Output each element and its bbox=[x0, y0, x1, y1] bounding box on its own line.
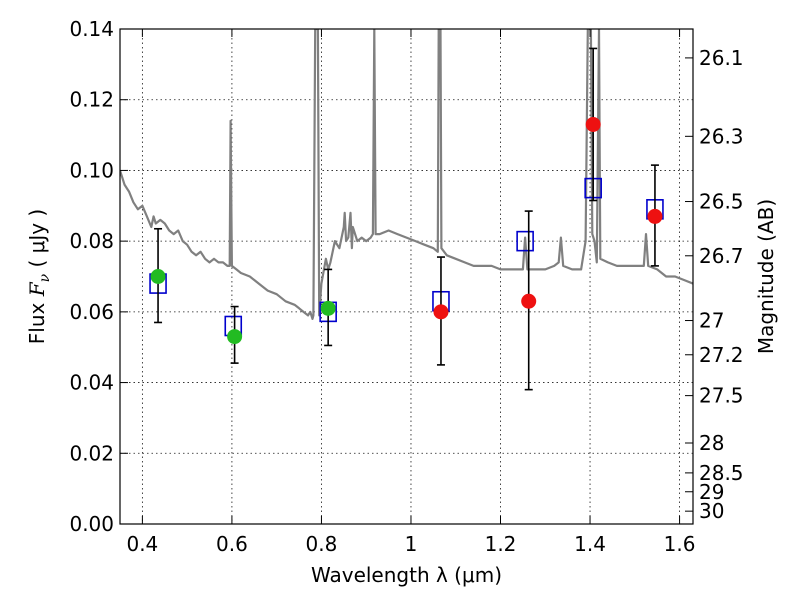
y2-tick-label: 30 bbox=[699, 499, 724, 523]
observed-point bbox=[433, 304, 449, 320]
model-photometry-square bbox=[516, 230, 534, 252]
y2-tick-label: 29 bbox=[699, 480, 724, 504]
y2-tick-label: 27.5 bbox=[699, 384, 744, 408]
tick-layer: 0.4 0.6 0.8 1 1.2 1.4 1.6 0.00 0.02 0.04 0.06 0.08 0… bbox=[69, 17, 743, 556]
y-tick-label: 0.04 bbox=[69, 371, 114, 395]
y-tick-label: 0.06 bbox=[69, 300, 114, 324]
observed-point bbox=[227, 329, 243, 345]
y2-tick-label: 26.3 bbox=[699, 124, 744, 148]
grid-layer bbox=[120, 29, 693, 524]
y-tick-label: 0.12 bbox=[69, 88, 114, 112]
x-tick-label: 0.6 bbox=[216, 532, 248, 556]
y2-tick-label: 26.5 bbox=[699, 190, 744, 214]
observed-point bbox=[585, 116, 601, 132]
observed-point bbox=[647, 208, 663, 224]
x-tick-label: 1 bbox=[405, 532, 418, 556]
y-tick-label: 0.14 bbox=[69, 17, 114, 41]
x-tick-label: 1.2 bbox=[485, 532, 517, 556]
x-tick-label: 1.6 bbox=[664, 532, 696, 556]
x-axis-label: Wavelength λ (μm) bbox=[311, 563, 502, 587]
y2-tick-label: 26.1 bbox=[699, 46, 744, 70]
y2-tick-label: 28 bbox=[699, 431, 724, 455]
plot-frame bbox=[119, 28, 694, 525]
y2-tick-label: 26.7 bbox=[699, 244, 744, 268]
observed-point bbox=[320, 300, 336, 316]
plot-content bbox=[120, 29, 693, 391]
spectrum-line bbox=[120, 29, 693, 320]
y-tick-label: 0.10 bbox=[69, 158, 114, 182]
observed-point bbox=[150, 269, 166, 284]
y2-axis-label: Magnitude (AB) bbox=[754, 199, 778, 354]
observed-point bbox=[521, 293, 537, 309]
y2-tick-label: 27.2 bbox=[699, 343, 744, 367]
x-tick-label: 0.4 bbox=[126, 532, 158, 556]
y2-tick-label: 27 bbox=[699, 309, 724, 333]
x-tick-label: 0.8 bbox=[306, 532, 338, 556]
y-tick-label: 0.08 bbox=[69, 229, 114, 253]
y-axis-label: Flux Fν ( μJy ) bbox=[25, 209, 53, 344]
y2-tick-label: 28.5 bbox=[699, 461, 744, 485]
y-tick-label: 0.00 bbox=[69, 512, 114, 536]
y-tick-label: 0.02 bbox=[69, 441, 114, 465]
label-layer: Wavelength λ (μm) Flux Fν ( μJy ) Magnit… bbox=[25, 199, 778, 587]
x-tick-label: 1.4 bbox=[574, 532, 606, 556]
